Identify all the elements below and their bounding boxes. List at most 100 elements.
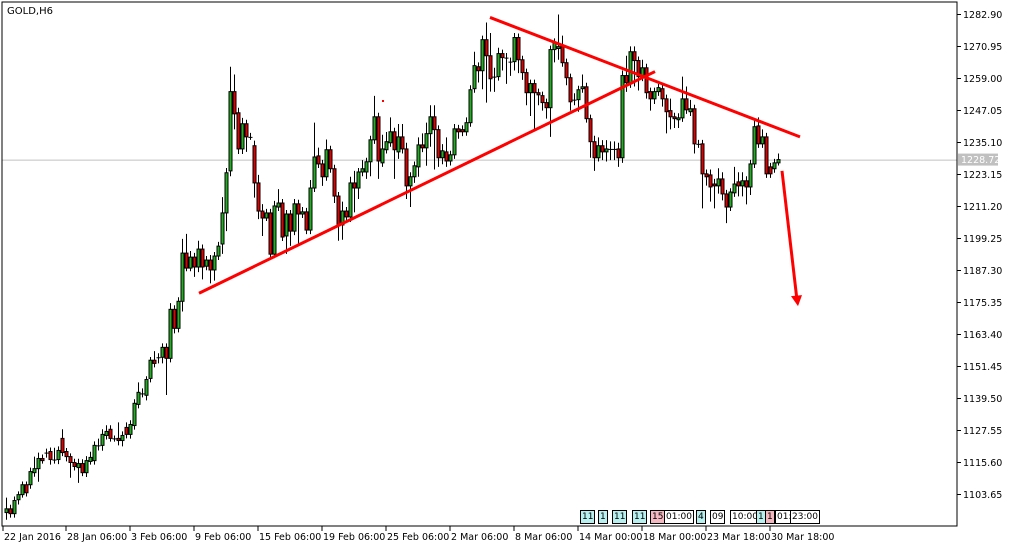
candle [312, 122, 317, 193]
time-tick-label: 3 Feb 06:00 [131, 532, 187, 543]
candle-body [692, 108, 697, 145]
candle [28, 467, 33, 489]
current-price-badge [958, 153, 998, 166]
time-tick-label: 15 Feb 06:00 [259, 532, 321, 543]
object-label: 09 [710, 510, 726, 524]
candle-body [472, 65, 477, 90]
candle-body [500, 53, 505, 59]
candle-body [288, 213, 293, 232]
candle [12, 496, 17, 518]
candle [772, 158, 777, 173]
candle-body [360, 168, 365, 173]
candle-body [776, 159, 781, 164]
candle [528, 79, 533, 116]
candle-body [560, 46, 565, 64]
candle [184, 233, 189, 272]
candle [276, 189, 281, 212]
candle-body [484, 39, 489, 57]
candle-body [100, 433, 105, 446]
candle-body [380, 148, 385, 164]
candle [496, 47, 501, 81]
candle [416, 137, 421, 177]
time-tick-label: 30 Mar 18:00 [771, 532, 834, 543]
candle [656, 83, 661, 96]
candle [364, 157, 369, 179]
candle [164, 343, 169, 396]
candle [136, 382, 141, 409]
candle-body [244, 123, 249, 138]
candle [672, 112, 677, 129]
candle-body [268, 212, 273, 255]
candle [588, 114, 593, 158]
candle-body [644, 67, 649, 94]
candle-body [12, 500, 17, 515]
candle [484, 22, 489, 103]
candle [328, 145, 333, 173]
candle-body [8, 508, 13, 515]
time-tick-label: 23 Mar 18:00 [707, 532, 770, 543]
candle [292, 199, 297, 236]
candle [140, 388, 145, 398]
candle [464, 117, 469, 136]
candle-body [260, 210, 265, 219]
candle [744, 176, 749, 205]
candle-body [728, 191, 733, 208]
object-label: 11 [580, 510, 596, 524]
candle [112, 435, 117, 442]
current-price-label: 1228.72 [961, 155, 1000, 166]
candle [396, 124, 401, 159]
price-tick-label: 1223.15 [963, 170, 1002, 181]
candle-body [556, 46, 561, 50]
candle-body [344, 210, 349, 218]
time-tick-label: 25 Feb 06:00 [387, 532, 449, 543]
candle [436, 125, 441, 167]
candle [556, 14, 561, 60]
candle [604, 140, 609, 162]
candle-body [300, 211, 305, 215]
candle-body [748, 163, 753, 188]
candle [260, 204, 265, 236]
candle-body [48, 451, 53, 461]
candle-body [432, 116, 437, 131]
candle-body [216, 245, 221, 257]
candle [384, 132, 389, 154]
candle-body [208, 259, 213, 271]
candle-body [32, 468, 37, 474]
candle [760, 129, 765, 148]
candle-body [416, 144, 421, 168]
candle-body [756, 125, 761, 145]
candle [704, 169, 709, 186]
candle [200, 244, 205, 280]
candle [300, 207, 305, 219]
time-tick-label: 19 Feb 06:00 [323, 532, 385, 543]
candle [40, 454, 45, 464]
candle-body [764, 136, 769, 175]
candle [264, 208, 269, 221]
candle-body [348, 182, 353, 218]
chart-title: GOLD,H6 [7, 6, 53, 17]
candle [400, 124, 405, 154]
candle-body [4, 508, 9, 514]
candle-body [324, 149, 329, 178]
candle-body [752, 126, 757, 165]
candle-body [652, 91, 657, 100]
candle [336, 192, 341, 241]
candle-body [368, 139, 373, 163]
candle [544, 98, 549, 119]
candle-body [24, 484, 29, 494]
candle-body [632, 51, 637, 62]
candle [536, 88, 541, 106]
candle-body [252, 145, 257, 184]
candle-body [20, 484, 25, 496]
candle [108, 425, 113, 442]
candle [376, 112, 381, 179]
candle [76, 458, 81, 483]
candle [512, 32, 517, 71]
candle [256, 174, 261, 220]
candle-body [536, 92, 541, 96]
candle [120, 431, 125, 447]
candle [248, 132, 253, 140]
candle-body [396, 136, 401, 153]
candle [648, 87, 653, 111]
candle-body [272, 205, 277, 255]
